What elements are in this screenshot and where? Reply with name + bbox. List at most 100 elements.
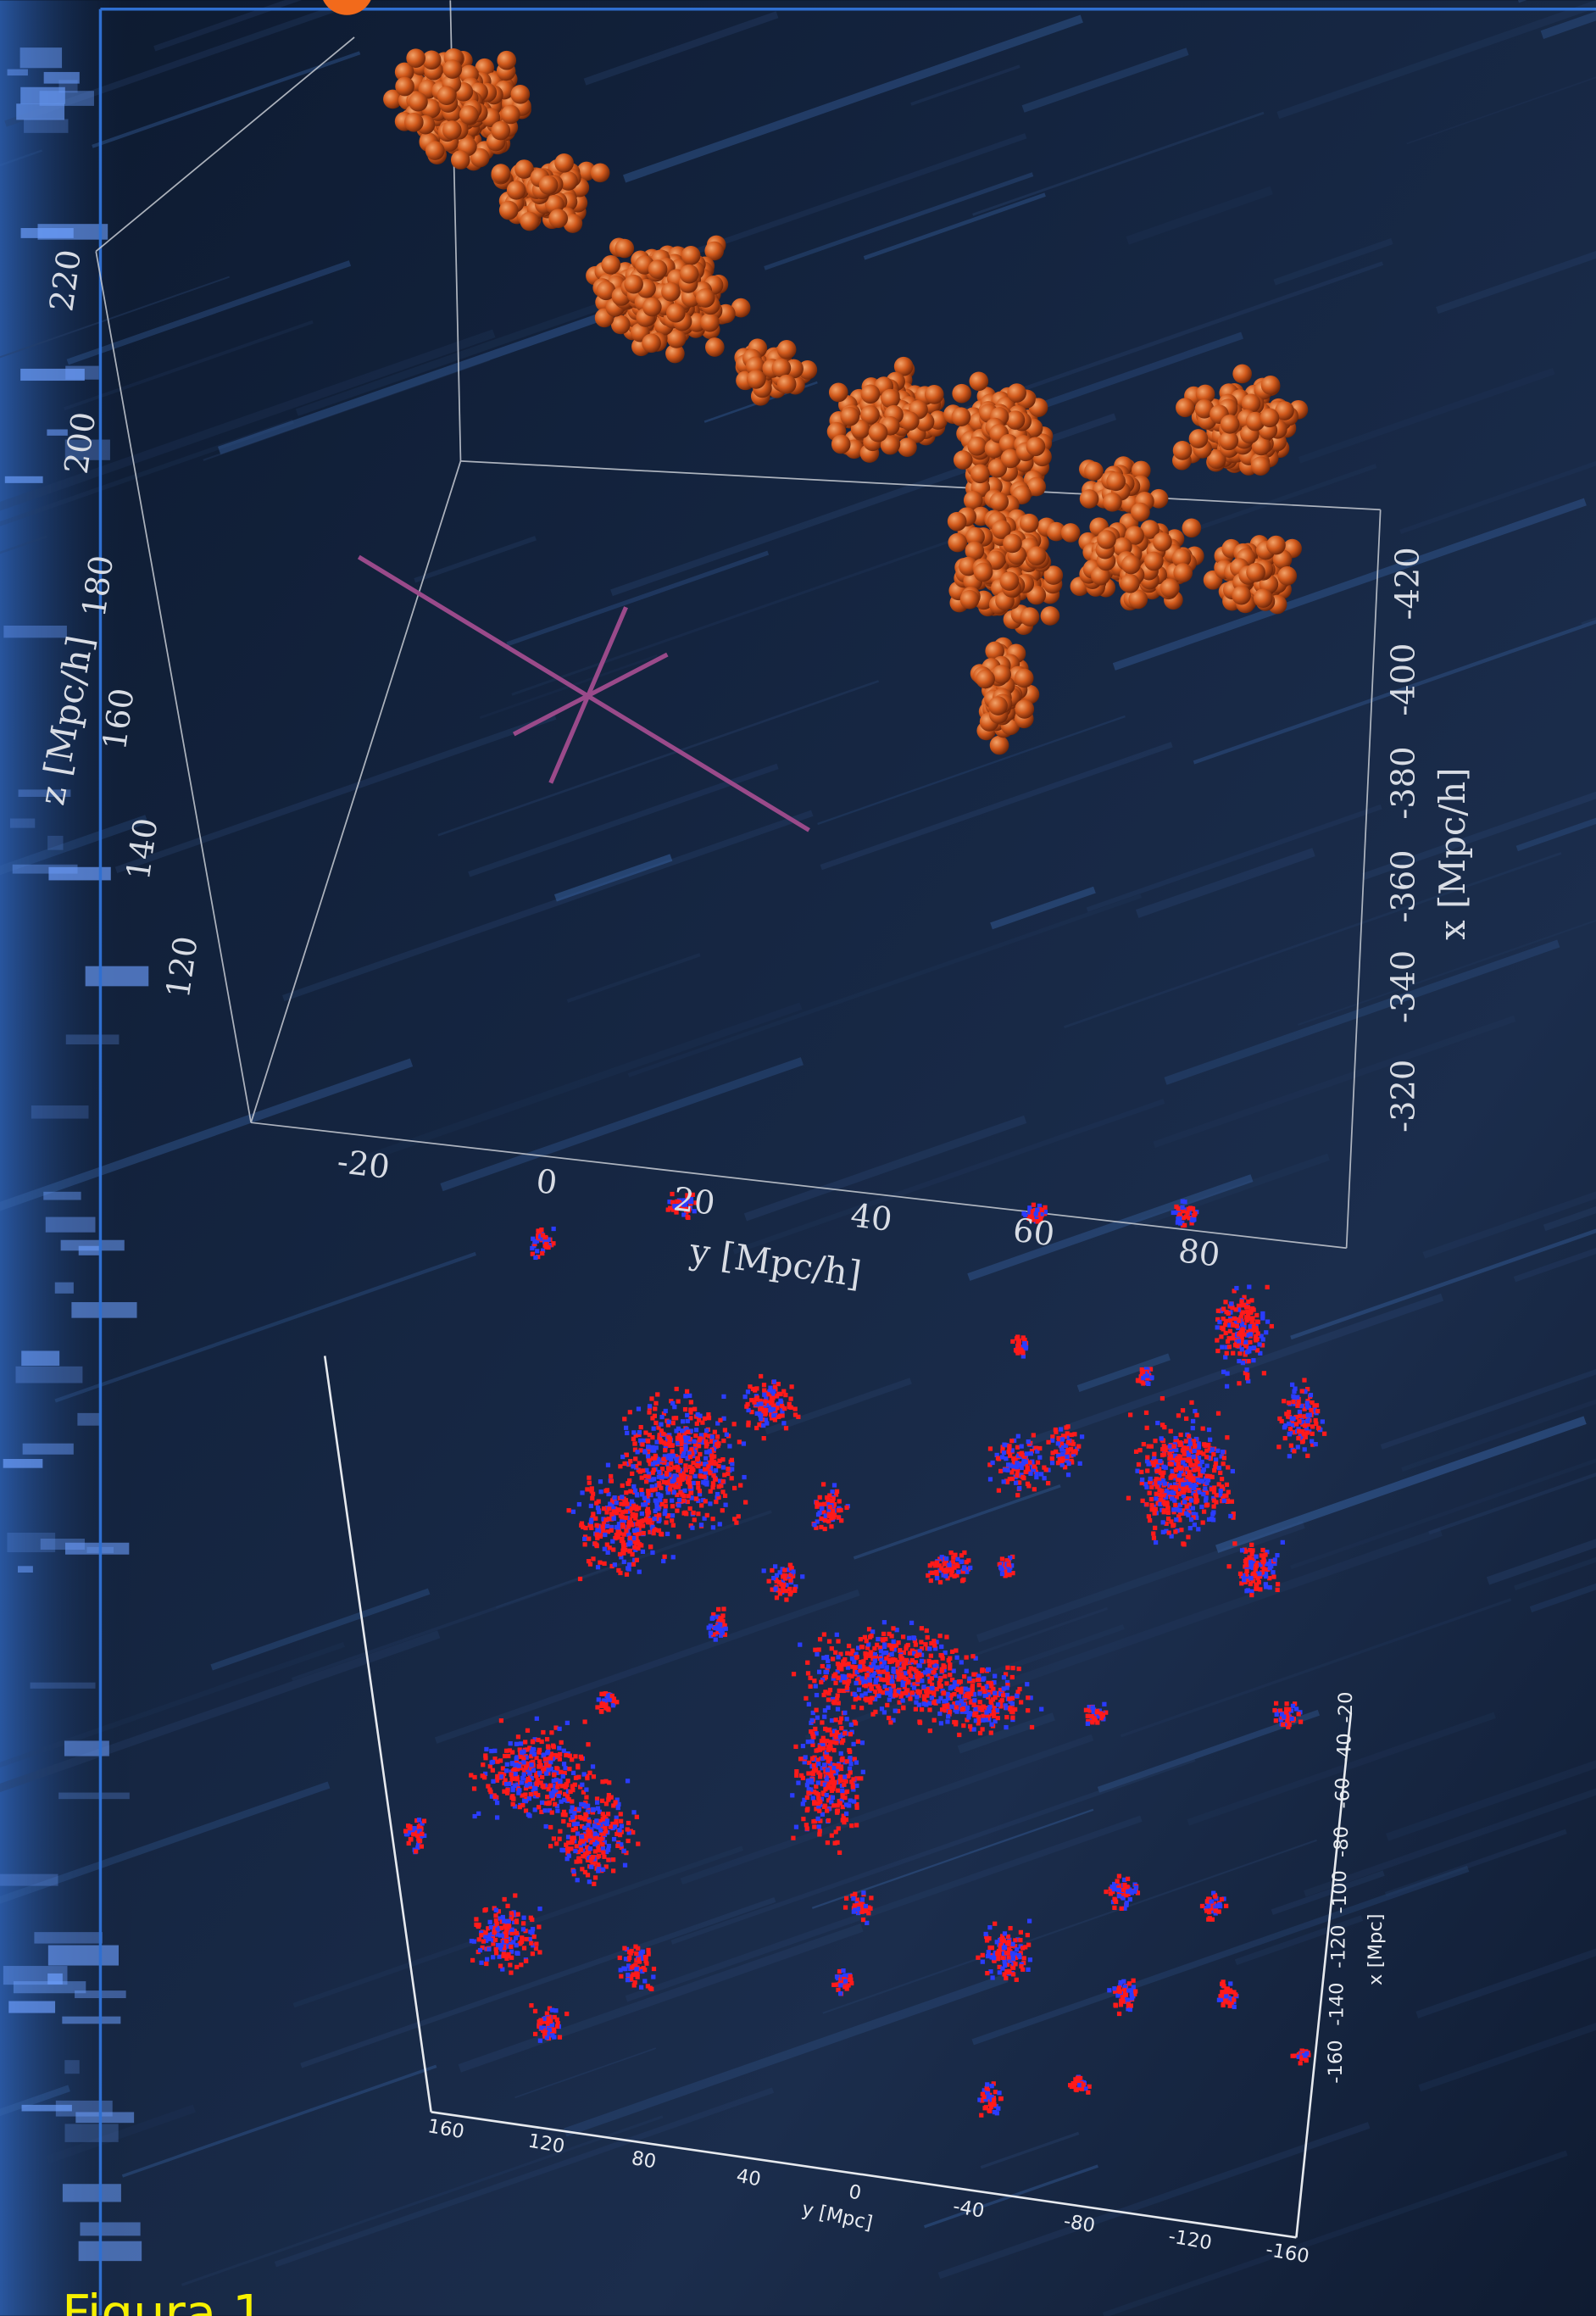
glow [54,1282,74,1294]
sphere [510,84,531,104]
point [495,1759,500,1764]
point [561,1809,567,1814]
point [570,1814,576,1819]
streak [300,1896,776,2068]
point [804,1695,809,1701]
point [626,1562,632,1567]
point [676,1399,681,1404]
point [687,1484,692,1489]
sphere [642,297,662,317]
point [651,1966,657,1972]
point [638,1424,643,1430]
point [715,1491,720,1497]
point [591,1774,597,1779]
streak [972,111,1265,216]
point [503,1929,509,1934]
point [891,1626,896,1631]
point [626,1838,631,1844]
sphere [999,571,1020,591]
point [612,1562,617,1567]
point [648,1985,653,1990]
point [600,1524,605,1529]
glow [12,864,78,874]
point [584,1851,590,1856]
point [731,1422,737,1427]
streak [743,1115,1027,1222]
point [544,2011,550,2016]
streak [622,14,1083,183]
point [530,1917,535,1923]
point [794,1773,799,1778]
point [598,1479,603,1484]
point [631,1972,636,1977]
point [470,1957,475,1963]
point [694,1421,699,1427]
streak [46,2104,196,2164]
streak [54,1251,476,1403]
point [644,1479,649,1484]
point [864,1698,870,1703]
point [550,2033,555,2038]
point [620,1536,625,1541]
point [617,1955,622,1961]
sphere [1171,548,1192,568]
point [591,1556,596,1562]
sphere [1219,431,1239,451]
point [537,1763,542,1769]
point [707,1449,712,1454]
streak [274,2087,775,2268]
point [836,1639,841,1644]
point [759,1401,764,1406]
point [1010,1666,1015,1671]
sphere [1060,523,1081,543]
point [870,1662,876,1667]
sphere [506,181,526,200]
point [544,2035,549,2040]
point [623,1967,628,1972]
glow [62,2184,121,2202]
glow [71,1302,137,1318]
point [681,1511,687,1516]
point [493,1946,498,1951]
glow [40,1539,85,1550]
point [829,1788,835,1794]
point [557,1836,562,1841]
point [588,1519,593,1524]
sphere [840,406,860,426]
sphere [1260,408,1280,428]
point [825,1739,830,1744]
point [879,1706,885,1712]
sphere [679,264,699,284]
point [829,1718,835,1723]
point [627,1535,632,1540]
sphere [985,641,1005,661]
point [676,1467,681,1472]
streak [437,680,880,837]
point [676,1534,681,1539]
sphere [1005,410,1026,430]
glow [3,625,67,638]
point [907,1635,912,1640]
point [809,1739,815,1744]
sphere [969,371,989,392]
sphere [1121,554,1141,575]
point [579,1834,584,1840]
point [838,1774,843,1779]
point [1013,1706,1018,1712]
point [581,1524,586,1529]
sphere [1128,589,1148,610]
glow [20,368,85,381]
point [546,1763,551,1768]
point [650,1488,655,1493]
point [564,1846,570,1851]
glow [64,439,110,460]
point [692,1517,697,1523]
point [524,1783,529,1788]
point [548,1844,553,1849]
sphere [1246,562,1265,582]
point [692,1473,698,1478]
point [901,1705,906,1710]
point [843,1802,849,1807]
point [530,1740,536,1745]
point [637,1542,642,1547]
